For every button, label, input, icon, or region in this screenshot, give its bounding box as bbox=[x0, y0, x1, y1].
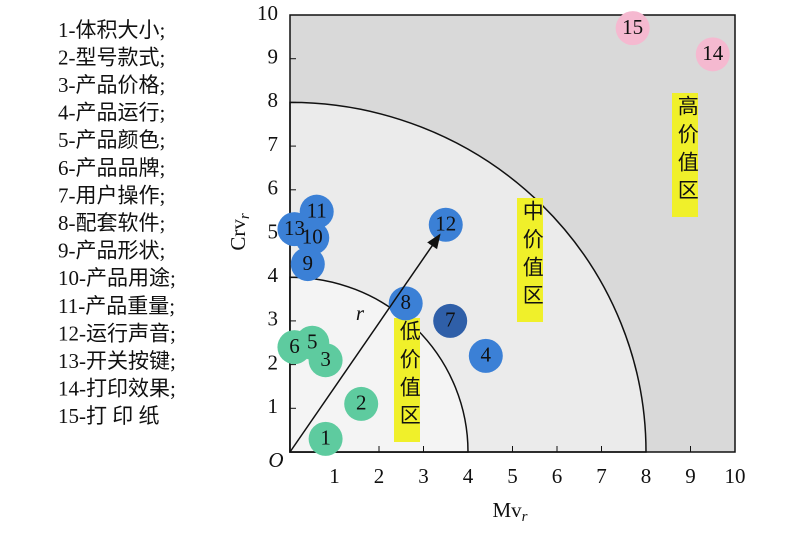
x-axis-label: Mvr bbox=[492, 498, 527, 526]
zone-label-bg bbox=[672, 93, 698, 217]
point bbox=[695, 37, 730, 72]
legend-item: 10-产品用途; bbox=[58, 266, 176, 290]
y-tick-label: 7 bbox=[268, 132, 279, 156]
point-label: 2 bbox=[356, 391, 367, 415]
zone-label: 高价值区 bbox=[675, 95, 699, 207]
point-label: 14 bbox=[702, 41, 724, 65]
y-tick-label: 4 bbox=[268, 263, 279, 287]
x-tick-label: 5 bbox=[507, 464, 518, 488]
y-tick-label: 1 bbox=[268, 394, 279, 418]
legend-item: 9-产品形状; bbox=[58, 239, 165, 263]
zone-label-bg bbox=[394, 318, 420, 442]
y-tick-label: 3 bbox=[268, 307, 279, 331]
x-tick-label: 9 bbox=[685, 464, 696, 488]
point-label: 7 bbox=[445, 308, 456, 332]
legend-item: 8-配套软件; bbox=[58, 211, 165, 235]
point-label: 8 bbox=[400, 290, 411, 314]
x-tick-label: 4 bbox=[463, 464, 474, 488]
point bbox=[468, 338, 503, 373]
point-label: 15 bbox=[622, 15, 643, 39]
legend-item: 12-运行声音; bbox=[58, 321, 176, 345]
y-tick-label: 10 bbox=[257, 1, 278, 25]
x-tick-label: 2 bbox=[374, 464, 385, 488]
point-label: 13 bbox=[284, 216, 305, 240]
y-tick-label: 6 bbox=[268, 176, 279, 200]
point-label: 10 bbox=[302, 225, 323, 249]
point-label: 9 bbox=[303, 251, 314, 275]
zone-label: 中价值区 bbox=[520, 200, 544, 312]
vector-arrow bbox=[289, 233, 441, 453]
point-label: 5 bbox=[307, 330, 318, 354]
y-axis-label-main: Crv bbox=[226, 219, 250, 251]
legend-item: 3-产品价格; bbox=[58, 73, 165, 97]
y-tick-label: 5 bbox=[268, 219, 279, 243]
y-tick-label: 8 bbox=[268, 88, 279, 112]
legend-item: 2-型号款式; bbox=[58, 45, 165, 69]
point bbox=[308, 421, 343, 456]
legend-item: 15-打 印 纸 bbox=[58, 404, 160, 428]
legend-item: 11-产品重量; bbox=[58, 294, 175, 318]
x-tick-label: 8 bbox=[641, 464, 652, 488]
point bbox=[277, 212, 312, 247]
point-label: 3 bbox=[320, 347, 331, 371]
legend-item: 14-打印效果; bbox=[58, 377, 176, 401]
x-tick-label: 3 bbox=[418, 464, 429, 488]
y-axis-label: Crvr bbox=[226, 213, 254, 251]
legend-item: 4-产品运行; bbox=[58, 101, 165, 125]
point-label: 12 bbox=[435, 212, 456, 236]
zone-label-bg bbox=[517, 198, 543, 322]
legend-item: 13-开关按键; bbox=[58, 349, 176, 373]
y-tick-label: 2 bbox=[268, 350, 279, 374]
point bbox=[388, 286, 423, 321]
x-tick-label: 1 bbox=[329, 464, 340, 488]
zone-label: 低价值区 bbox=[397, 320, 421, 432]
legend-item: 7-用户操作; bbox=[58, 183, 165, 207]
x-tick-label: 6 bbox=[552, 464, 563, 488]
legend-item: 1-体积大小; bbox=[58, 18, 165, 42]
point bbox=[428, 207, 463, 242]
point-label: 11 bbox=[307, 198, 327, 222]
point-label: 6 bbox=[289, 334, 300, 358]
point bbox=[615, 11, 650, 46]
legend-item: 5-产品颜色; bbox=[58, 128, 165, 152]
legend-item: 6-产品品牌; bbox=[58, 156, 165, 180]
point bbox=[433, 303, 468, 338]
point-label: 1 bbox=[320, 426, 331, 450]
point bbox=[277, 330, 312, 365]
vector-label: r bbox=[356, 301, 365, 325]
y-tick-label: 9 bbox=[268, 45, 279, 69]
point bbox=[344, 386, 379, 421]
x-tick-label: 7 bbox=[596, 464, 607, 488]
x-axis-label-main: Mv bbox=[492, 498, 522, 522]
point bbox=[290, 247, 325, 282]
y-axis-label-sub: r bbox=[237, 213, 253, 219]
x-tick-label: 10 bbox=[725, 464, 746, 488]
x-axis-label-sub: r bbox=[522, 509, 528, 525]
point-label: 4 bbox=[481, 343, 492, 367]
origin-label: O bbox=[268, 448, 283, 472]
